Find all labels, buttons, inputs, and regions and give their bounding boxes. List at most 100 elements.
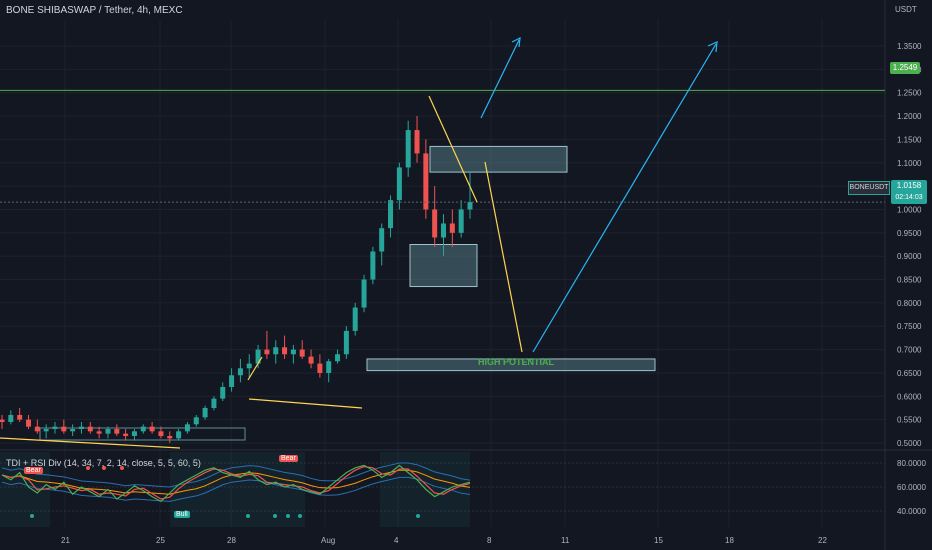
candle-body bbox=[114, 428, 120, 434]
price-tick-label: 0.6000 bbox=[897, 392, 922, 401]
divergence-dot bbox=[30, 514, 34, 518]
candle-body bbox=[361, 279, 367, 308]
candle-body bbox=[8, 414, 14, 422]
price-tick-label: 0.5500 bbox=[897, 416, 922, 425]
candle-body bbox=[0, 419, 5, 422]
candle-body bbox=[158, 431, 164, 436]
time-tick-label: 15 bbox=[654, 536, 663, 545]
divergence-dot bbox=[246, 514, 250, 518]
level-price-tag: 1.2549 bbox=[890, 62, 920, 74]
price-tick-label: 0.6500 bbox=[897, 369, 922, 378]
candle-body bbox=[70, 428, 76, 432]
price-zone bbox=[366, 358, 656, 372]
candle-layer bbox=[0, 116, 473, 443]
candle-body bbox=[290, 349, 296, 355]
candle-body bbox=[202, 407, 208, 418]
price-tick-label: 1.2500 bbox=[897, 89, 922, 98]
candle-body bbox=[352, 307, 358, 331]
candle-body bbox=[211, 398, 217, 408]
band-lower bbox=[1, 476, 471, 502]
candle-body bbox=[184, 424, 190, 432]
arrow-up-short bbox=[480, 39, 520, 119]
candle-body bbox=[123, 433, 129, 436]
divergence-dot bbox=[298, 514, 302, 518]
price-tick-label: 0.9000 bbox=[897, 252, 922, 261]
candle-body bbox=[264, 349, 270, 355]
time-tick-label: 22 bbox=[818, 536, 827, 545]
price-tick-label: 1.1000 bbox=[897, 159, 922, 168]
bear-badge-1: Bear bbox=[24, 467, 43, 474]
candle-body bbox=[467, 202, 473, 210]
wedge-line bbox=[428, 95, 478, 203]
current-price-tag: 1.0158 02:14:03 bbox=[891, 180, 927, 204]
candle-body bbox=[105, 428, 111, 434]
candle-body bbox=[405, 130, 411, 168]
indicator-tick-label: 80.0000 bbox=[897, 459, 926, 468]
bar-countdown: 02:14:03 bbox=[895, 194, 923, 201]
candle-body bbox=[167, 435, 173, 439]
high-potential-label: HIGH POTENTIAL bbox=[478, 357, 554, 367]
candle-body bbox=[43, 428, 49, 432]
candle-body bbox=[335, 354, 341, 362]
price-axis: 1.35001.30001.25001.20001.15001.10001.05… bbox=[897, 42, 922, 448]
price-tick-label: 1.0000 bbox=[897, 205, 922, 214]
divergence-dot bbox=[273, 514, 277, 518]
candle-body bbox=[246, 363, 252, 369]
candle-body bbox=[441, 223, 447, 238]
price-tick-label: 1.3500 bbox=[897, 42, 922, 51]
divergence-dot bbox=[86, 466, 90, 470]
price-tick-label: 1.1500 bbox=[897, 135, 922, 144]
support-trendline bbox=[0, 437, 181, 449]
candle-body bbox=[149, 426, 155, 432]
indicator-pane: 80.0000 60.0000 40.0000 bbox=[0, 452, 926, 527]
time-tick-label: 8 bbox=[487, 536, 492, 545]
drawing-layer bbox=[0, 36, 885, 449]
trend-segment bbox=[247, 356, 263, 381]
divergence-dot bbox=[286, 514, 290, 518]
candle-body bbox=[449, 223, 455, 233]
candle-body bbox=[61, 426, 67, 432]
zone-layer bbox=[39, 145, 656, 441]
arrow-up-long bbox=[532, 43, 717, 353]
candle-body bbox=[299, 349, 305, 357]
price-tick-label: 0.7000 bbox=[897, 346, 922, 355]
candle-body bbox=[237, 368, 243, 376]
time-axis: 21 25 28 Aug 4 8 11 15 18 22 bbox=[61, 536, 827, 545]
indicator-tick-label: 60.0000 bbox=[897, 483, 926, 492]
candle-body bbox=[458, 209, 464, 233]
candle-body bbox=[317, 363, 323, 373]
candle-body bbox=[131, 431, 137, 436]
chart-title: BONE SHIBASWAP / Tether, 4h, MEXC bbox=[6, 5, 183, 16]
price-tick-label: 0.7500 bbox=[897, 322, 922, 331]
bull-badge: Bull bbox=[174, 511, 190, 518]
signal-region bbox=[380, 452, 470, 527]
bear-badge-2: Bear bbox=[279, 455, 298, 462]
divergence-dot bbox=[120, 466, 124, 470]
candle-body bbox=[370, 251, 376, 280]
price-tick-label: 0.9500 bbox=[897, 229, 922, 238]
candle-body bbox=[388, 200, 394, 229]
candle-body bbox=[220, 386, 226, 399]
candle-body bbox=[255, 349, 261, 364]
divergence-dot bbox=[416, 514, 420, 518]
price-tick-label: 1.2000 bbox=[897, 112, 922, 121]
candle-body bbox=[25, 419, 31, 427]
rsi-price-line bbox=[1, 464, 471, 503]
candle-body bbox=[432, 209, 438, 238]
price-tick-label: 0.8000 bbox=[897, 299, 922, 308]
candle-body bbox=[326, 361, 332, 373]
candle-body bbox=[414, 130, 420, 154]
candle-body bbox=[87, 426, 93, 432]
candle-body bbox=[379, 228, 385, 252]
arrow-up-short-head bbox=[511, 36, 521, 48]
time-tick-label: 21 bbox=[61, 536, 70, 545]
current-price: 1.0158 bbox=[896, 181, 922, 190]
candle-body bbox=[140, 426, 146, 432]
arrow-up-long-head bbox=[707, 41, 718, 53]
symbol-tag: BONEUSDT bbox=[848, 181, 890, 195]
price-zone bbox=[429, 145, 568, 173]
candle-body bbox=[176, 431, 182, 439]
candle-body bbox=[282, 347, 288, 355]
